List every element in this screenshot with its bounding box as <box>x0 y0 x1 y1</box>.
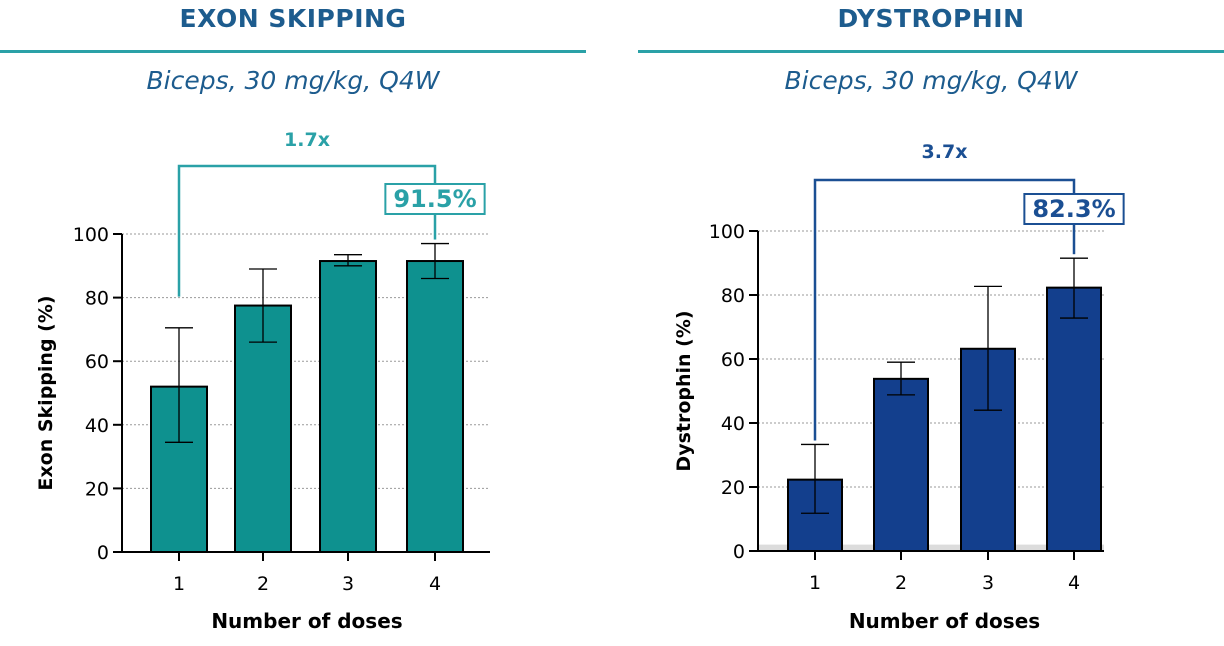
title-divider <box>0 50 586 53</box>
fold-change-label: 3.7x <box>922 141 968 163</box>
dystrophin-panel: DYSTROPHIN Biceps, 30 mg/kg, Q4W 0 20 40 60… <box>638 0 1224 646</box>
y-tick-label: 80 <box>721 285 745 307</box>
y-axis-title: Dystrophin (%) <box>673 310 695 471</box>
bar <box>873 377 929 552</box>
x-tick-label: 2 <box>895 572 907 594</box>
y-tick-label: 20 <box>85 478 109 500</box>
y-tick-label: 0 <box>733 541 745 563</box>
fold-change-bracket <box>813 178 1076 441</box>
callout-box <box>1023 193 1125 225</box>
y-tick-label: 100 <box>73 224 109 246</box>
bar <box>319 260 377 553</box>
bar <box>406 260 464 553</box>
x-tick-label: 3 <box>982 572 994 594</box>
x-tick-label: 4 <box>429 573 441 595</box>
fold-change-label: 1.7x <box>284 129 330 151</box>
x-tick-label: 3 <box>342 573 354 595</box>
x-tick-label: 1 <box>173 573 185 595</box>
dystrophin-chart: 0 20 40 60 80 100 1 2 3 4 Number of doses Dystrophi… <box>673 141 1125 633</box>
title-divider <box>638 50 1224 53</box>
y-tick-label: 60 <box>85 351 109 373</box>
panel-subtitle: Biceps, 30 mg/kg, Q4W <box>146 66 440 95</box>
y-axis-title: Exon Skipping (%) <box>35 295 57 490</box>
x-tick-label: 4 <box>1068 572 1080 594</box>
panel-title: EXON SKIPPING <box>179 4 407 33</box>
fold-change-bracket <box>177 164 437 297</box>
y-tick-label: 0 <box>97 542 109 564</box>
callout-value: 82.3% <box>1032 195 1115 223</box>
baseline-band <box>758 544 1104 551</box>
x-tick-label: 1 <box>809 572 821 594</box>
callout-value: 91.5% <box>393 185 476 213</box>
panel-title: DYSTROPHIN <box>837 4 1025 33</box>
y-tick-label: 40 <box>85 415 109 437</box>
x-axis-title: Number of doses <box>211 609 402 633</box>
bar <box>1046 286 1102 552</box>
y-tick-label: 60 <box>721 349 745 371</box>
y-tick-label: 80 <box>85 288 109 310</box>
y-tick-label: 100 <box>709 221 745 243</box>
callout-box <box>384 183 486 215</box>
x-tick-label: 2 <box>257 573 269 595</box>
x-axis-title: Number of doses <box>849 609 1040 633</box>
y-tick-label: 40 <box>721 413 745 435</box>
y-tick-label: 20 <box>721 477 745 499</box>
exon-skipping-chart: 0 20 40 60 80 100 1 2 3 4 Number of doses Exon Skip… <box>35 129 490 633</box>
exon-skipping-panel: EXON SKIPPING Biceps, 30 mg/kg, Q4W 0 20 4… <box>0 0 586 646</box>
panel-subtitle: Biceps, 30 mg/kg, Q4W <box>784 66 1078 95</box>
